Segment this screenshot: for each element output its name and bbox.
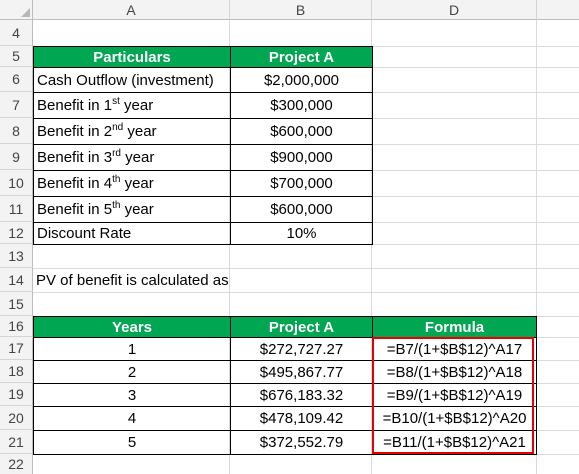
row-header[interactable]: 20 (0, 406, 33, 430)
row-header[interactable]: 16 (0, 316, 33, 337)
table1-value[interactable]: $600,000 (230, 118, 373, 145)
table1-particular[interactable]: Benefit in 3rd year (33, 144, 231, 171)
select-all-corner[interactable] (0, 0, 33, 20)
column-header-a[interactable]: A (33, 0, 230, 20)
table1-particular[interactable]: Benefit in 1st year (33, 92, 231, 119)
table1-particular[interactable]: Benefit in 5th year (33, 196, 231, 223)
table2-year[interactable]: 3 (33, 383, 231, 407)
table1-value[interactable]: $300,000 (230, 92, 373, 119)
table2-year[interactable]: 2 (33, 360, 231, 384)
row-header[interactable]: 22 (0, 454, 33, 474)
table1-particular[interactable]: Benefit in 2nd year (33, 118, 231, 145)
row-header[interactable]: 9 (0, 144, 33, 170)
discount-rate-value[interactable]: 10% (230, 222, 373, 245)
table2-year[interactable]: 1 (33, 337, 231, 361)
table1-header-project-a[interactable]: Project A (230, 46, 373, 68)
row-header[interactable]: 13 (0, 244, 33, 268)
column-header-e[interactable] (537, 0, 579, 20)
table2-pv[interactable]: $495,867.77 (230, 360, 373, 384)
pv-note[interactable]: PV of benefit is calculated as (36, 271, 229, 289)
table1-header-particulars[interactable]: Particulars (33, 46, 231, 68)
discount-rate-label[interactable]: Discount Rate (33, 222, 231, 245)
table1-value[interactable]: $900,000 (230, 144, 373, 171)
formula-highlight-box (372, 337, 534, 454)
row-header[interactable]: 15 (0, 292, 33, 316)
table1-particular[interactable]: Benefit in 4th year (33, 170, 231, 197)
row-header[interactable]: 17 (0, 337, 33, 360)
table1-value[interactable]: $600,000 (230, 196, 373, 223)
row-header[interactable]: 14 (0, 268, 33, 292)
table2-pv[interactable]: $676,183.32 (230, 383, 373, 407)
table2-header-project-a[interactable]: Project A (230, 316, 373, 338)
column-header-d[interactable]: D (372, 0, 537, 20)
row-header[interactable]: 10 (0, 170, 33, 196)
table1-particular[interactable]: Cash Outflow (investment) (33, 67, 231, 93)
table2-header-years[interactable]: Years (33, 316, 231, 338)
row-header[interactable]: 8 (0, 118, 33, 144)
table2-year[interactable]: 5 (33, 430, 231, 455)
table1-value[interactable]: $2,000,000 (230, 67, 373, 93)
table2-year[interactable]: 4 (33, 406, 231, 431)
table2-header-formula[interactable]: Formula (372, 316, 537, 338)
row-header[interactable]: 7 (0, 92, 33, 118)
row-header[interactable]: 12 (0, 222, 33, 244)
row-header[interactable]: 19 (0, 383, 33, 406)
row-header[interactable]: 21 (0, 430, 33, 454)
row-header[interactable]: 6 (0, 67, 33, 92)
column-header-b[interactable]: B (230, 0, 372, 20)
row-header[interactable]: 5 (0, 46, 33, 67)
table2-pv[interactable]: $478,109.42 (230, 406, 373, 431)
row-header[interactable]: 18 (0, 360, 33, 383)
table1-value[interactable]: $700,000 (230, 170, 373, 197)
table2-pv[interactable]: $372,552.79 (230, 430, 373, 455)
row-header[interactable]: 4 (0, 20, 33, 46)
row-header[interactable]: 11 (0, 196, 33, 222)
table2-pv[interactable]: $272,727.27 (230, 337, 373, 361)
